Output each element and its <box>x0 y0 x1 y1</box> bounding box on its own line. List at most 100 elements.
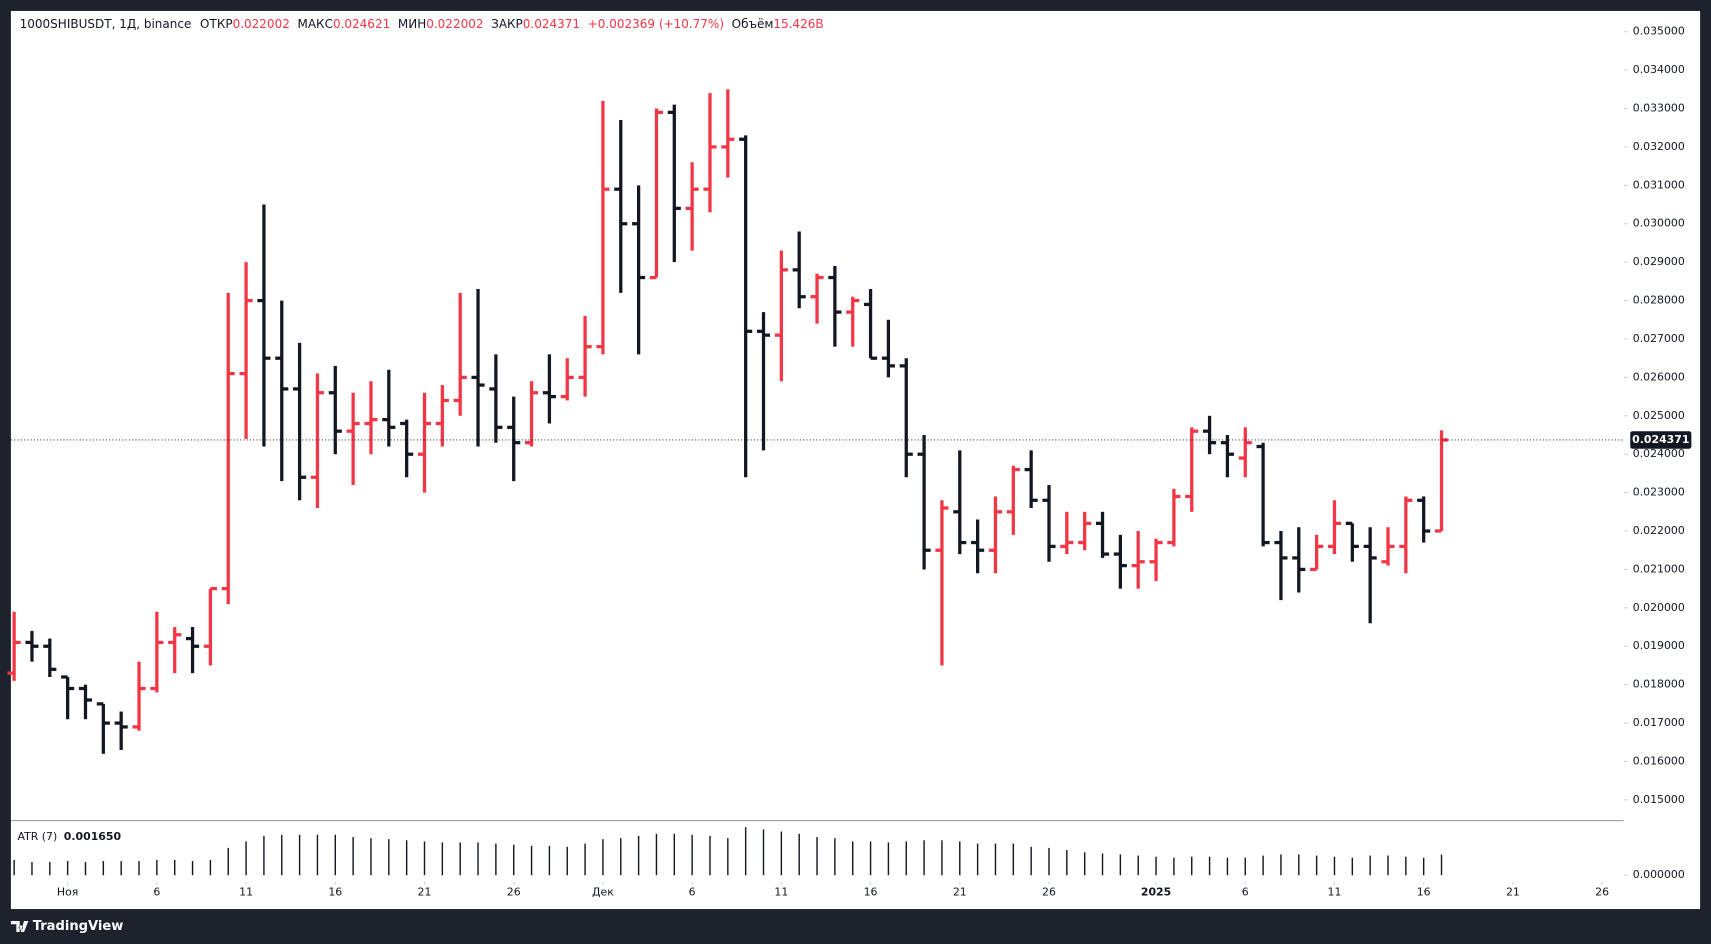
y-tick-label: 0.025000 <box>1633 409 1685 422</box>
ohlc-bar <box>1292 527 1306 593</box>
ohlc-bar <box>1238 427 1252 478</box>
atr-tick-label: 0.000000 <box>1633 868 1685 881</box>
x-tick-label: 26 <box>1595 886 1609 899</box>
y-tick-label: 0.019000 <box>1633 639 1685 652</box>
ohlc-value: 0.024371 <box>523 17 580 31</box>
y-tick-label: 0.015000 <box>1633 793 1685 806</box>
y-tick-label: 0.016000 <box>1633 754 1685 767</box>
ohlc-bar <box>1042 484 1056 562</box>
ohlc-bar <box>542 354 556 424</box>
y-tick-label: 0.035000 <box>1633 25 1685 38</box>
ohlc-bar <box>1006 465 1020 535</box>
ohlc-value: 0.022002 <box>233 17 290 31</box>
ohlc-bar <box>1399 496 1413 574</box>
x-tick-label: 26 <box>507 886 521 899</box>
y-tick-label: 0.031000 <box>1633 178 1685 191</box>
ohlc-bar <box>400 419 414 478</box>
ohlc-bar <box>1167 488 1181 547</box>
x-tick-label: 11 <box>239 886 253 899</box>
legend: 1000SHIBUSDT, 1Д, binance ОТКР0.022002 МАК… <box>20 17 824 31</box>
ohlc-bar <box>667 104 681 263</box>
y-tick-label: 0.032000 <box>1633 140 1685 153</box>
ohlc-bar <box>846 296 860 347</box>
ohlc-bar <box>881 319 895 378</box>
ohlc-label: ЗАКР <box>491 17 523 31</box>
atr-name: ATR (7) <box>17 830 57 843</box>
y-tick-label: 0.027000 <box>1633 332 1685 345</box>
last-price-label: 0.024371 <box>1632 433 1689 446</box>
ohlc-label: МИН <box>398 17 426 31</box>
ohlc-label: МАКС <box>297 17 332 31</box>
y-tick-label: 0.020000 <box>1633 601 1685 614</box>
ohlc-bar <box>685 162 699 251</box>
ohlc-bar <box>507 396 521 482</box>
ohlc-bar <box>1417 496 1431 543</box>
ohlc-bar <box>150 611 164 693</box>
ohlc-bar <box>328 365 342 455</box>
ohlc-bar <box>1203 415 1217 455</box>
ohlc-value: 0.022002 <box>426 17 483 31</box>
x-tick-label: 26 <box>1042 886 1056 899</box>
y-tick-label: 0.021000 <box>1633 562 1685 575</box>
ohlc-bar <box>1381 527 1395 566</box>
ohlc-bar <box>899 358 913 478</box>
ohlc-bar <box>721 89 735 178</box>
ohlc-bar <box>1113 534 1127 589</box>
ohlc-bar <box>7 611 21 681</box>
ohlc-bar <box>703 93 717 213</box>
y-tick-label: 0.026000 <box>1633 370 1685 383</box>
ohlc-bar <box>346 392 360 485</box>
ohlc-bar <box>1220 435 1234 478</box>
y-tick-label: 0.023000 <box>1633 486 1685 499</box>
ohlc-bar <box>417 392 432 493</box>
ohlc-label: ОТКР <box>200 17 233 31</box>
y-tick-label: 0.033000 <box>1633 102 1685 115</box>
ohlc-bar <box>988 496 1003 574</box>
x-tick-label: 16 <box>1417 886 1431 899</box>
ohlc-bar <box>756 312 771 451</box>
ohlc-bar <box>917 435 931 570</box>
ohlc-bar <box>1131 531 1145 589</box>
atr-legend: ATR (7) 0.001650 <box>17 830 121 843</box>
ohlc-bar <box>649 108 664 280</box>
ohlc-bar <box>596 100 610 355</box>
x-tick-label: 21 <box>953 886 967 899</box>
x-tick-label: 11 <box>1328 886 1342 899</box>
ohlc-bar <box>43 638 57 677</box>
y-tick-label: 0.030000 <box>1633 217 1685 230</box>
ohlc-bar <box>1149 538 1163 581</box>
atr-value: 0.001650 <box>64 830 122 843</box>
x-tick-label: 16 <box>328 886 342 899</box>
volume-value: 15.426B <box>773 17 823 31</box>
ohlc-bar <box>96 702 110 754</box>
brand-logo <box>10 921 29 932</box>
y-tick-label: 0.034000 <box>1633 63 1685 76</box>
y-tick-label: 0.018000 <box>1633 678 1685 691</box>
ohlc-bar <box>132 661 146 731</box>
ohlc-bar <box>1095 511 1110 558</box>
ohlc-bar <box>78 684 93 720</box>
y-tick-label: 0.024000 <box>1633 447 1685 460</box>
x-tick-label: Дек <box>592 886 614 899</box>
ohlc-bar <box>275 300 289 482</box>
ohlc-bar <box>257 204 271 447</box>
x-tick-label: 6 <box>153 886 160 899</box>
ohlc-bar <box>114 711 128 750</box>
x-tick-label: 21 <box>418 886 432 899</box>
change: +0.002369 (+10.77%) <box>588 17 724 31</box>
ohlc-bar <box>364 381 378 455</box>
brand-name: TradingView <box>33 919 124 934</box>
x-tick-label: 21 <box>1506 886 1520 899</box>
ohlc-bar <box>1185 427 1199 512</box>
ohlc-bar <box>1345 521 1359 562</box>
ohlc-bar <box>953 450 967 555</box>
ohlc-bar <box>739 135 753 478</box>
ohlc-bar <box>221 292 235 605</box>
x-tick-label: 2025 <box>1141 886 1171 899</box>
ohlc-bar <box>864 289 878 360</box>
ohlc-bar <box>560 358 574 401</box>
x-tick-label: Ноя <box>57 886 78 899</box>
ohlc-bar <box>614 120 628 293</box>
